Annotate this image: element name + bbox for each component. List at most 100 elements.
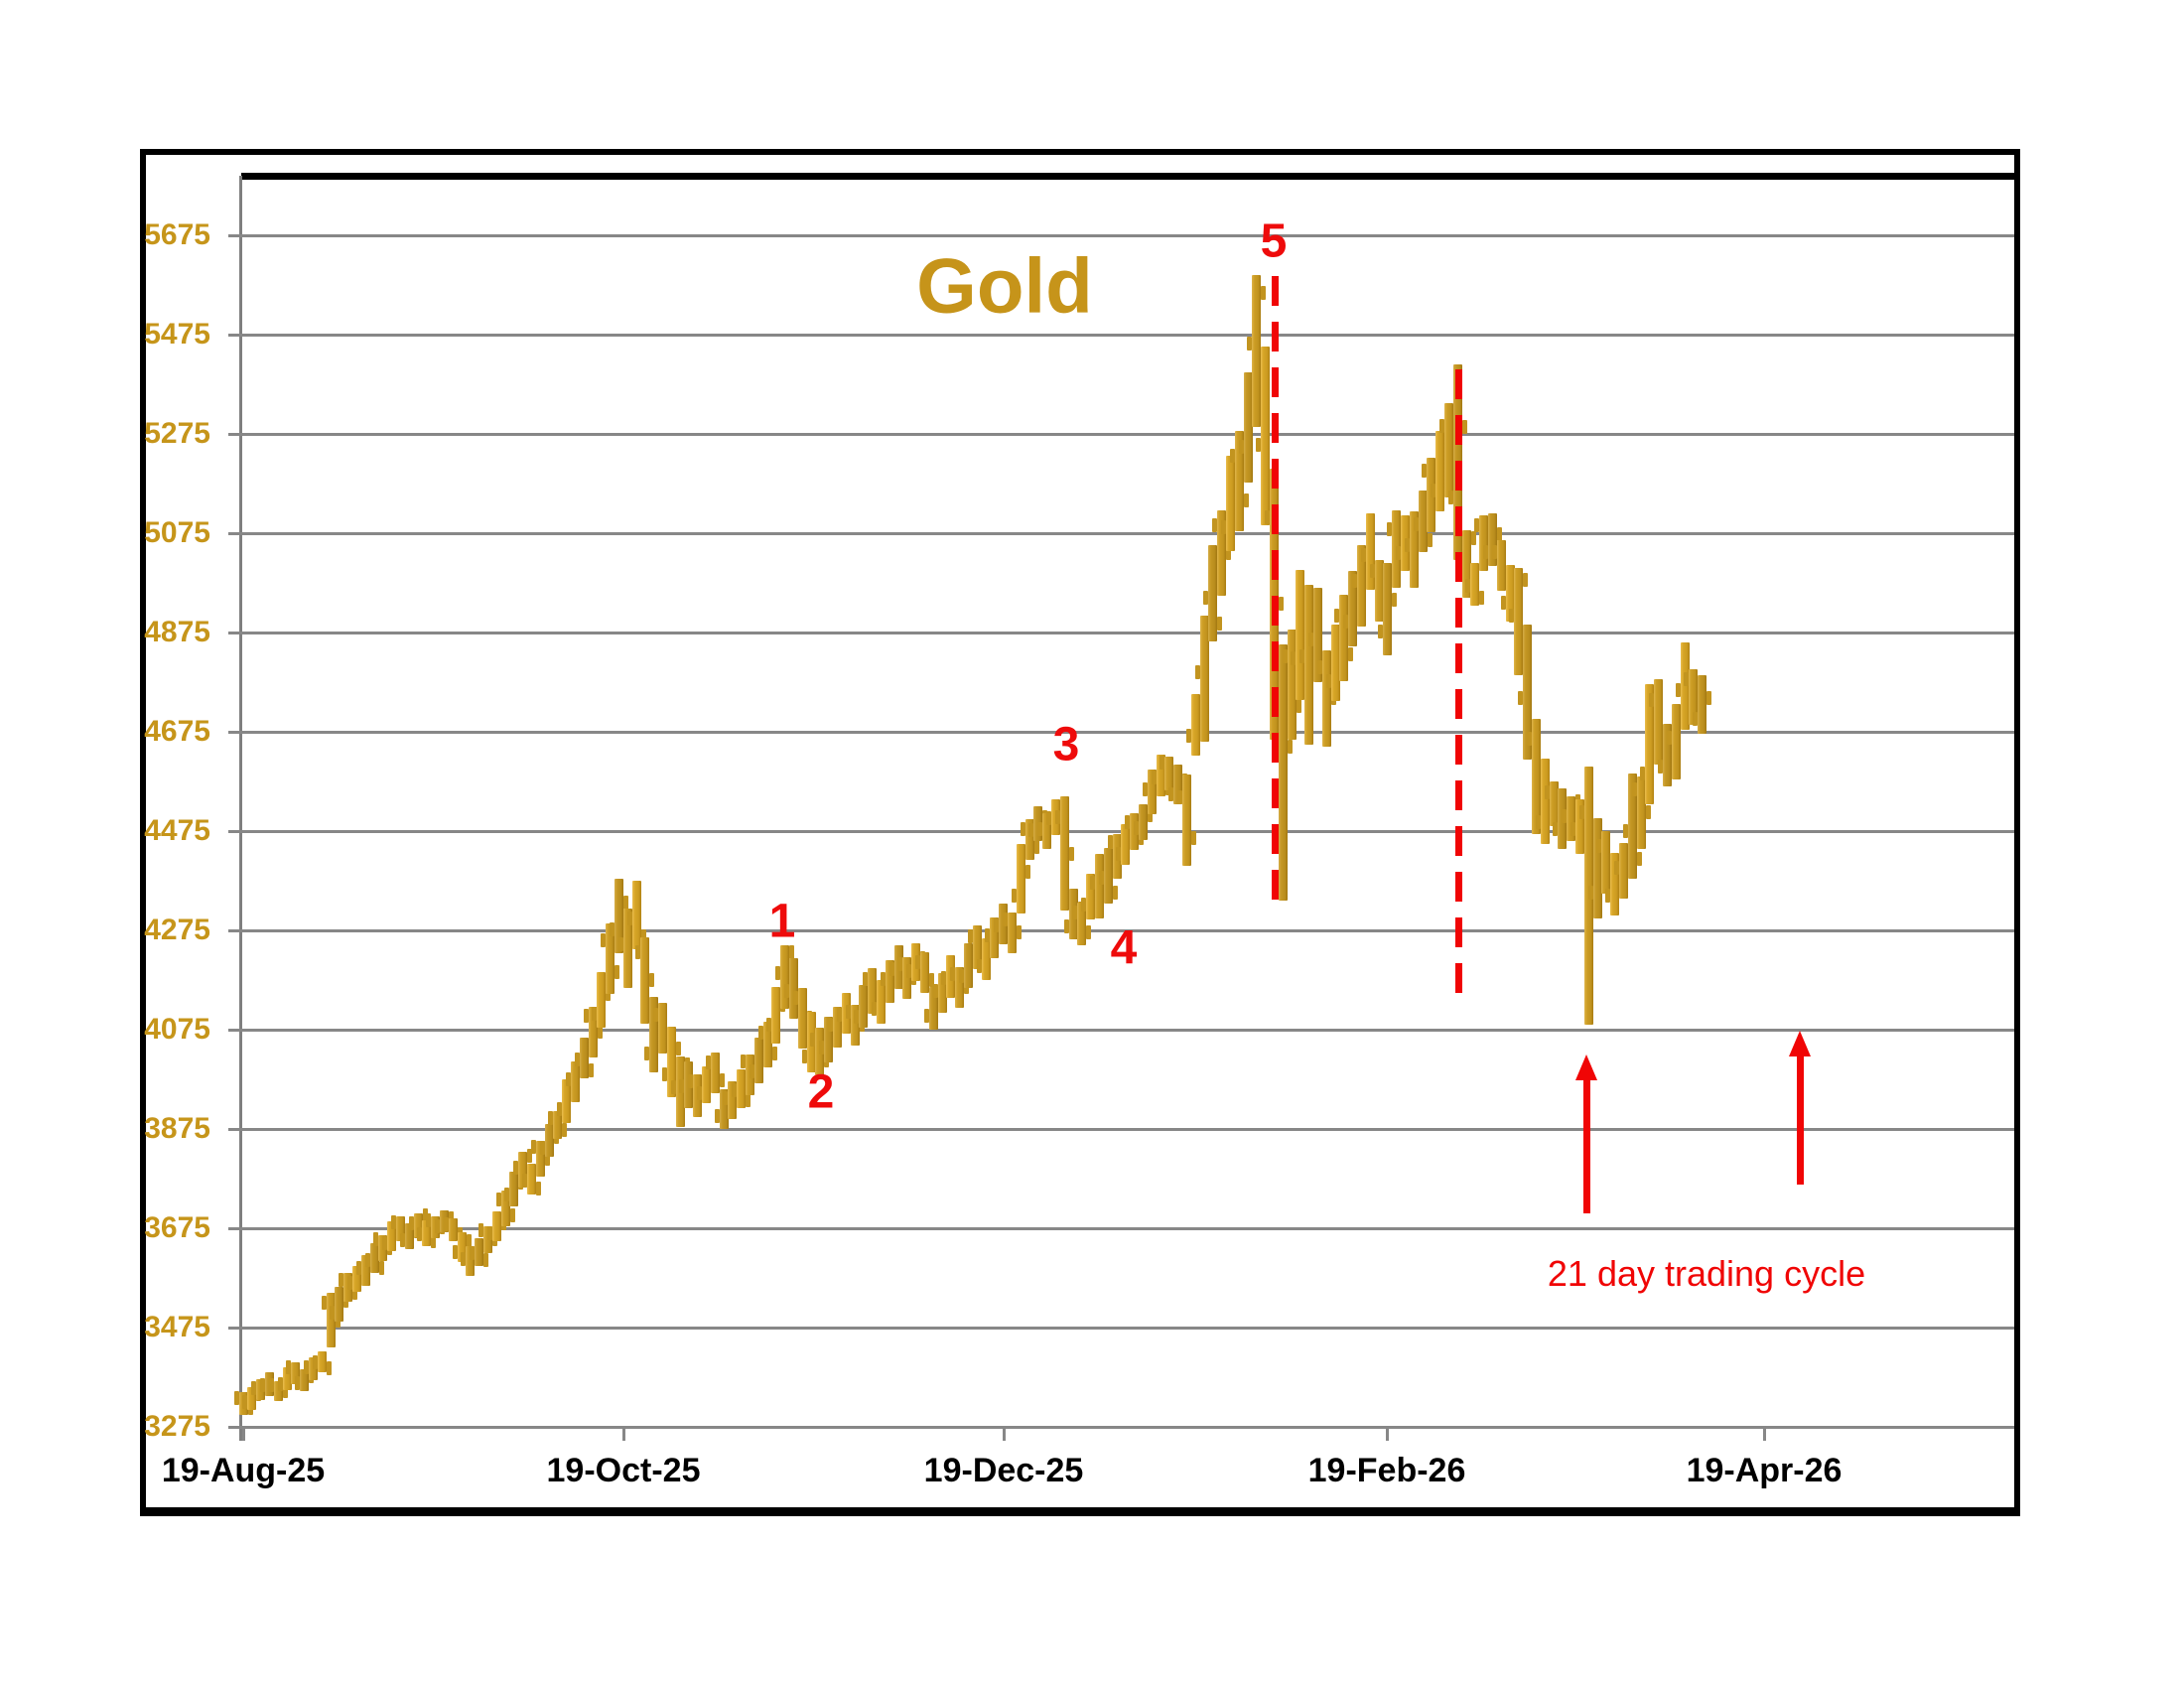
open-tick [312, 1355, 318, 1370]
open-tick [740, 1054, 746, 1068]
price-bar [876, 979, 886, 1024]
price-bar [1505, 564, 1515, 622]
open-tick [670, 1080, 676, 1095]
open-tick [1482, 545, 1488, 560]
open-tick [330, 1305, 336, 1320]
close-tick [1024, 864, 1030, 879]
close-tick [1296, 699, 1301, 714]
cycle-number-4: 4 [1110, 921, 1138, 975]
y-axis-label: 5675 [144, 218, 210, 251]
open-tick [950, 966, 956, 981]
open-tick [1378, 625, 1384, 639]
open-tick [696, 1086, 702, 1101]
price-bar [737, 1068, 747, 1108]
open-tick [609, 921, 614, 936]
open-tick [775, 966, 781, 981]
up-arrow-head-1 [1575, 1055, 1597, 1080]
price-bar [657, 1002, 667, 1054]
price-bar [360, 1254, 370, 1286]
open-tick [617, 936, 623, 951]
price-bar [990, 916, 1000, 958]
open-tick [1054, 809, 1060, 824]
cycle-number-3: 3 [1052, 718, 1080, 772]
open-tick [705, 1055, 711, 1069]
open-tick [1360, 547, 1366, 562]
close-tick [649, 973, 655, 987]
open-tick [1570, 821, 1575, 836]
price-bar [1190, 693, 1200, 756]
close-tick [1217, 617, 1223, 632]
open-tick [661, 1066, 667, 1081]
open-tick [888, 961, 894, 976]
close-tick [509, 1207, 515, 1222]
open-tick [452, 1244, 458, 1259]
price-bar [1540, 758, 1550, 844]
close-tick [675, 1042, 681, 1056]
price-bar [457, 1231, 467, 1262]
gridline [241, 632, 2014, 634]
price-bar [1330, 624, 1340, 701]
open-tick [1596, 839, 1602, 854]
price-bar [1383, 562, 1393, 655]
price-bar [1208, 544, 1218, 641]
price-bar [1138, 803, 1148, 840]
open-tick [1438, 419, 1444, 434]
open-tick [1666, 730, 1672, 745]
open-tick [1176, 789, 1182, 804]
close-tick [431, 1233, 437, 1248]
price-bar [317, 1350, 327, 1372]
price-bar [1181, 774, 1191, 866]
x-axis-label: 19-Dec-25 [923, 1452, 1084, 1489]
y-axis-tick [228, 929, 241, 932]
price-bar [1225, 455, 1235, 551]
y-axis-tick [228, 830, 241, 833]
open-tick [1509, 609, 1515, 624]
open-tick [1229, 448, 1235, 463]
open-tick [1133, 820, 1139, 835]
gridline [241, 1426, 2014, 1429]
open-tick [592, 1006, 598, 1021]
plot-top-border [241, 173, 2014, 180]
price-bar [579, 1037, 589, 1078]
price-bar [719, 1088, 729, 1129]
x-axis-tick [242, 1427, 245, 1441]
open-tick [346, 1276, 352, 1291]
price-bar [753, 1037, 763, 1083]
open-tick [1081, 897, 1087, 912]
y-axis-label: 4075 [144, 1013, 210, 1046]
close-tick [544, 1151, 550, 1166]
price-bar [1409, 510, 1419, 588]
price-bar [247, 1387, 257, 1410]
price-bar [859, 984, 869, 1028]
open-tick [1675, 682, 1681, 697]
price-bar [728, 1080, 738, 1119]
price-bar [588, 1006, 598, 1057]
open-tick [478, 1223, 483, 1238]
open-tick [583, 1008, 589, 1023]
price-bar [351, 1265, 361, 1292]
price-bar [1234, 430, 1244, 531]
open-tick [783, 984, 789, 999]
open-tick [417, 1226, 423, 1241]
gridline [241, 731, 2014, 734]
price-bar [1164, 757, 1174, 790]
open-tick [1351, 574, 1357, 589]
price-bar [387, 1220, 397, 1251]
y-axis-label: 4875 [144, 616, 210, 648]
open-tick [644, 1046, 650, 1060]
open-tick [1684, 671, 1690, 686]
open-tick [723, 1090, 729, 1105]
open-tick [906, 964, 912, 978]
price-bar [1549, 780, 1559, 826]
open-tick [1334, 609, 1340, 624]
price-bar [963, 942, 973, 988]
close-tick [640, 929, 646, 944]
open-tick [1264, 510, 1270, 525]
open-tick [504, 1188, 510, 1202]
price-bar [535, 1140, 545, 1177]
price-bar [1662, 723, 1672, 786]
y-axis-label: 3675 [144, 1211, 210, 1244]
close-tick [535, 1181, 541, 1196]
open-tick [897, 957, 903, 972]
open-tick [1307, 633, 1313, 647]
